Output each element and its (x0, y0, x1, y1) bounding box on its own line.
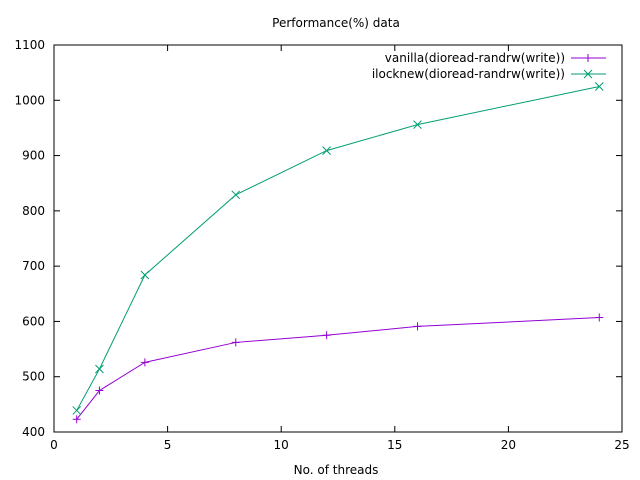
legend-marker (584, 54, 592, 62)
x-axis: 0 5 10 15 20 25 (50, 45, 630, 452)
data-point (140, 358, 149, 367)
x-tick-label: 20 (501, 438, 516, 452)
y-tick-label: 700 (22, 259, 45, 273)
x-tick-label: 25 (614, 438, 629, 452)
x-axis-label: No. of threads (294, 463, 379, 477)
legend-label: vanilla(dioread-randrw(write)) (385, 51, 565, 65)
data-point (413, 120, 422, 129)
series-2 (72, 82, 604, 415)
y-tick-label: 600 (22, 314, 45, 328)
plot-frame (53, 44, 623, 433)
y-tick-label: 500 (22, 370, 45, 384)
x-tick-label: 0 (50, 438, 58, 452)
x-tick-label: 5 (164, 438, 172, 452)
legend-marker (583, 69, 593, 79)
legend: vanilla(dioread-randrw(write)) ilocknew(d… (372, 51, 606, 81)
plot-border (53, 44, 623, 433)
data-point (413, 322, 422, 331)
data-point (322, 331, 331, 340)
y-tick-label: 800 (22, 204, 45, 218)
series-layer (72, 82, 604, 424)
data-point (95, 364, 104, 374)
series-1 (72, 313, 604, 424)
y-tick-label: 900 (22, 149, 45, 163)
y-tick-label: 400 (22, 425, 45, 439)
series-line (76, 85, 600, 411)
data-point (595, 313, 604, 322)
series-line (76, 317, 600, 420)
data-point (72, 406, 82, 415)
legend-label: ilocknew(dioread-randrw(write)) (372, 67, 565, 81)
data-point (322, 146, 331, 155)
y-tick-label: 1100 (14, 38, 45, 52)
data-point (72, 415, 81, 424)
y-tick-label: 1000 (14, 93, 45, 107)
legend-item: vanilla(dioread-randrw(write)) (385, 51, 606, 65)
data-point (140, 270, 150, 280)
y-axis: 400 500 600 700 800 900 1000 1100 (14, 38, 622, 439)
legend-item: ilocknew(dioread-randrw(write)) (372, 67, 606, 81)
data-point (95, 386, 104, 395)
data-point (231, 190, 241, 200)
x-tick-label: 10 (274, 438, 289, 452)
data-point (231, 338, 240, 347)
x-tick-label: 15 (387, 438, 402, 452)
data-point (594, 82, 604, 91)
chart-title: Performance(%) data (272, 16, 400, 30)
